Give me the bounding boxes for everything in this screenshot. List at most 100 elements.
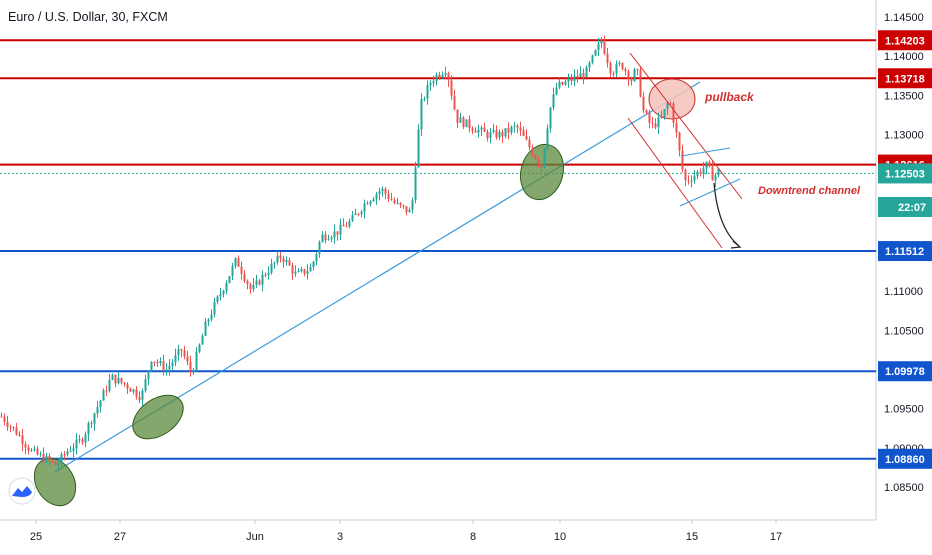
- candle-body: [528, 139, 531, 148]
- candle-body: [66, 451, 69, 455]
- candle-body: [240, 266, 243, 274]
- candle-body: [507, 128, 510, 133]
- candle-body: [228, 276, 231, 284]
- candle-body: [63, 454, 66, 456]
- price-tag-bg-1.11512: [878, 241, 932, 262]
- candle-body: [459, 117, 462, 123]
- candle-body: [276, 255, 279, 263]
- candle-body: [261, 274, 264, 285]
- price-tag-bg-1.08860: [878, 448, 932, 469]
- price-tag-bg-1.09978: [878, 361, 932, 382]
- pullback-ellipse: [648, 78, 696, 120]
- candle-body: [258, 280, 261, 285]
- candle-body: [687, 180, 690, 182]
- candle-body: [561, 82, 564, 85]
- candle-body: [636, 69, 639, 71]
- candle-body: [129, 388, 132, 392]
- candle-body: [336, 231, 339, 235]
- candle-body: [21, 435, 24, 445]
- candle-body: [90, 423, 93, 425]
- candle-body: [132, 389, 135, 392]
- candle-body: [210, 314, 213, 320]
- candle-body: [453, 95, 456, 110]
- candle-body: [312, 261, 315, 268]
- candle-body: [165, 369, 168, 371]
- candle-body: [387, 193, 390, 199]
- candle-body: [399, 202, 402, 205]
- price-tick-1.13500: 1.13500: [884, 90, 924, 102]
- tradingview-logo[interactable]: [8, 477, 36, 505]
- candle-body: [291, 265, 294, 274]
- candle-body: [549, 107, 552, 129]
- candle-body: [693, 175, 696, 181]
- candle-body: [537, 158, 540, 165]
- time-tick-3: 3: [337, 531, 343, 543]
- candle-body: [468, 119, 471, 129]
- candle-body: [33, 448, 36, 451]
- time-axis[interactable]: 25 27 Jun 3 8 10 15 17: [30, 520, 782, 543]
- candle-body: [411, 200, 414, 210]
- candle-body: [441, 74, 444, 78]
- projection-arrowhead: [730, 240, 742, 249]
- candle-body: [84, 434, 87, 443]
- candle-body: [603, 40, 606, 54]
- candle-body: [159, 360, 162, 364]
- candle-body: [99, 400, 102, 407]
- candle-body: [177, 349, 180, 356]
- candle-body: [39, 453, 42, 455]
- candle-body: [627, 71, 630, 80]
- annotation-pullback: pullback: [704, 90, 755, 104]
- candle-body: [138, 396, 141, 400]
- candle-body: [306, 271, 309, 274]
- candle-body: [192, 370, 195, 372]
- candle-body: [510, 126, 513, 133]
- candle-body: [204, 321, 207, 336]
- candle-body: [72, 448, 75, 452]
- candle-body: [417, 129, 420, 168]
- candle-body: [357, 213, 360, 215]
- candle-body: [498, 131, 501, 138]
- price-tag-1.09978: 1.09978: [885, 366, 925, 378]
- candle-body: [612, 73, 615, 75]
- candle-body: [402, 204, 405, 207]
- mini-channel-top: [680, 147, 731, 157]
- candle-body: [360, 211, 363, 214]
- candle-body: [117, 377, 120, 384]
- candle-body: [297, 271, 300, 273]
- time-tick-25: 25: [30, 531, 42, 543]
- candle-body: [462, 117, 465, 128]
- time-tick-10: 10: [554, 531, 566, 543]
- candle-body: [579, 73, 582, 78]
- candle-body: [327, 239, 330, 241]
- candle-body: [339, 224, 342, 235]
- candle-body: [9, 426, 12, 428]
- candle-body: [108, 380, 111, 392]
- candle-body: [606, 53, 609, 63]
- candle-body: [669, 103, 672, 105]
- candle-body: [162, 360, 165, 371]
- candle-body: [564, 81, 567, 85]
- candle-body: [594, 50, 597, 56]
- candle-body: [342, 224, 345, 227]
- candle-body: [369, 201, 372, 205]
- candle-body: [285, 260, 288, 263]
- candle-body: [552, 94, 555, 108]
- candle-body: [447, 73, 450, 81]
- countdown-tag-text: 22:07: [898, 202, 926, 214]
- candle-body: [27, 447, 30, 451]
- price-tick-1.11000: 1.11000: [884, 286, 923, 298]
- candle-body: [651, 122, 654, 124]
- candle-body: [120, 377, 123, 383]
- candle-body: [567, 78, 570, 82]
- candle-body: [183, 350, 186, 357]
- time-tick-15: 15: [686, 531, 698, 543]
- channel-layer: [627, 52, 743, 249]
- candle-body: [678, 132, 681, 151]
- candle-body: [219, 294, 222, 297]
- candle-body: [198, 344, 201, 352]
- highlight-ellipses-layer: [33, 78, 696, 507]
- candle-body: [195, 351, 198, 371]
- candle-body: [393, 200, 396, 203]
